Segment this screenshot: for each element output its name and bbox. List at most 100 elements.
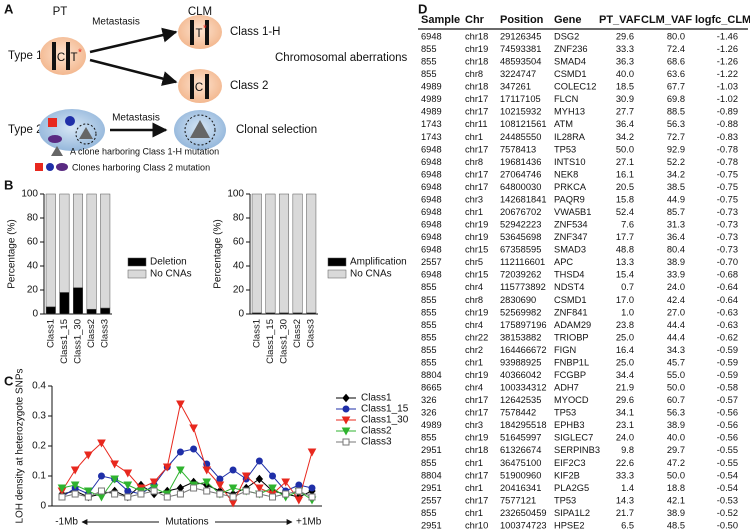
point <box>295 481 303 489</box>
table-cell: -0.54 <box>717 470 738 480</box>
table-cell: 12642535 <box>500 395 541 405</box>
legend-label: Deletion <box>150 257 187 268</box>
point <box>110 460 119 469</box>
table-cell: CSMD1 <box>554 69 587 79</box>
table-cell: PLA2G5 <box>554 483 589 493</box>
arrow <box>89 27 178 54</box>
table-cell: 60.7 <box>667 395 685 405</box>
point <box>83 487 93 496</box>
table-cell: -0.59 <box>717 357 738 367</box>
legend-label: No CNAs <box>150 269 192 280</box>
table-cell: 34.2 <box>667 169 685 179</box>
table-cell: 2951 <box>421 483 442 493</box>
table-cell: chr19 <box>465 307 488 317</box>
table-cell: SIGLEC7 <box>554 433 593 443</box>
point <box>70 481 80 490</box>
table-cell: 2951 <box>421 445 442 455</box>
table-cell: 2557 <box>421 495 442 505</box>
table-cell: 42.1 <box>667 495 685 505</box>
table-cell: 33.9 <box>667 270 685 280</box>
table-cell: chr1 <box>465 458 483 468</box>
table-cell: 42.4 <box>667 295 685 305</box>
point <box>202 478 212 487</box>
mutation-star: * <box>78 48 82 59</box>
table-cell: KIF2B <box>554 470 580 480</box>
table-cell: chr1 <box>465 508 483 518</box>
point <box>203 487 211 495</box>
point <box>269 493 277 501</box>
table-cell: -0.55 <box>717 458 738 468</box>
x-label: Mutations <box>165 517 208 528</box>
bar-segment <box>306 193 317 314</box>
table-cell: chr4 <box>465 282 483 292</box>
y-tick-label: 0 <box>238 309 244 320</box>
table-cell: -0.62 <box>717 332 738 342</box>
table-cell: FCGBP <box>554 370 586 380</box>
type-label: Type 1 <box>8 50 43 62</box>
table-cell: 347261 <box>500 82 531 92</box>
table-cell: 855 <box>421 57 437 67</box>
point <box>216 490 224 498</box>
table-cell: ZNF347 <box>554 232 588 242</box>
table-cell: 17117105 <box>500 94 541 104</box>
table-cell: 6948 <box>421 207 442 217</box>
x-tick-label: Class1 <box>251 319 262 348</box>
cell <box>178 15 222 49</box>
point <box>307 448 317 457</box>
legend-marker <box>342 393 350 403</box>
type-label: Type 2 <box>8 124 43 136</box>
table-cell: 52569982 <box>500 307 541 317</box>
table-cell: 7.6 <box>621 220 634 230</box>
bar-segment <box>86 193 97 310</box>
table-cell: 50.0 <box>667 383 685 393</box>
chromosome <box>205 74 209 99</box>
table-cell: 52942223 <box>500 220 541 230</box>
diagram: PT CLM Type 1 C T * Metastasis T * Class… <box>8 6 408 172</box>
table-cell: 23.1 <box>616 420 634 430</box>
table-cell: TP53 <box>554 408 576 418</box>
table-cell: 18.5 <box>616 82 634 92</box>
x-tick-label: Class1 <box>45 319 56 348</box>
x-label: -1Mb <box>55 517 78 528</box>
table-cell: 6.5 <box>621 520 634 530</box>
y-tick-label: 0.1 <box>32 471 46 482</box>
table-cell: 1.4 <box>621 483 634 493</box>
table-cell: -1.46 <box>717 31 738 41</box>
point <box>70 466 80 475</box>
point <box>202 466 212 475</box>
table-cell: 29126345 <box>500 31 541 41</box>
table-cell: 855 <box>421 320 437 330</box>
table-cell: 21.9 <box>616 383 634 393</box>
point <box>97 493 106 502</box>
table-cell: 4989 <box>421 82 442 92</box>
table-cell: chr5 <box>465 257 483 267</box>
table-cell: 1743 <box>421 119 442 129</box>
table-cell: 18.8 <box>667 483 685 493</box>
table-cell: chr1 <box>465 357 483 367</box>
table-cell: 108121561 <box>500 119 547 129</box>
table-cell: 38.9 <box>667 257 685 267</box>
table-cell: 4989 <box>421 107 442 117</box>
point <box>149 478 159 487</box>
table-cell: 52.4 <box>616 207 634 217</box>
table-cell: SMAD4 <box>554 57 586 67</box>
table-cell: INTS10 <box>554 157 586 167</box>
table-cell: 3224747 <box>500 69 536 79</box>
point <box>97 439 106 448</box>
point <box>216 475 224 483</box>
table-cell: 93988925 <box>500 357 541 367</box>
table-cell: FNBP1L <box>554 357 589 367</box>
table-cell: 326 <box>421 408 437 418</box>
table-cell: 6948 <box>421 220 442 230</box>
table-cell: 92.9 <box>667 144 685 154</box>
point <box>83 451 93 460</box>
table-cell: chr15 <box>465 270 488 280</box>
table-cell: -0.75 <box>717 169 738 179</box>
table-cell: 855 <box>421 508 437 518</box>
chromosome <box>190 20 194 45</box>
clm-label: CLM <box>188 6 212 18</box>
legend-marker <box>341 427 351 436</box>
table-cell: 13.3 <box>616 257 634 267</box>
table-cell: chr11 <box>465 119 488 129</box>
table-cell: chr1 <box>465 132 483 142</box>
